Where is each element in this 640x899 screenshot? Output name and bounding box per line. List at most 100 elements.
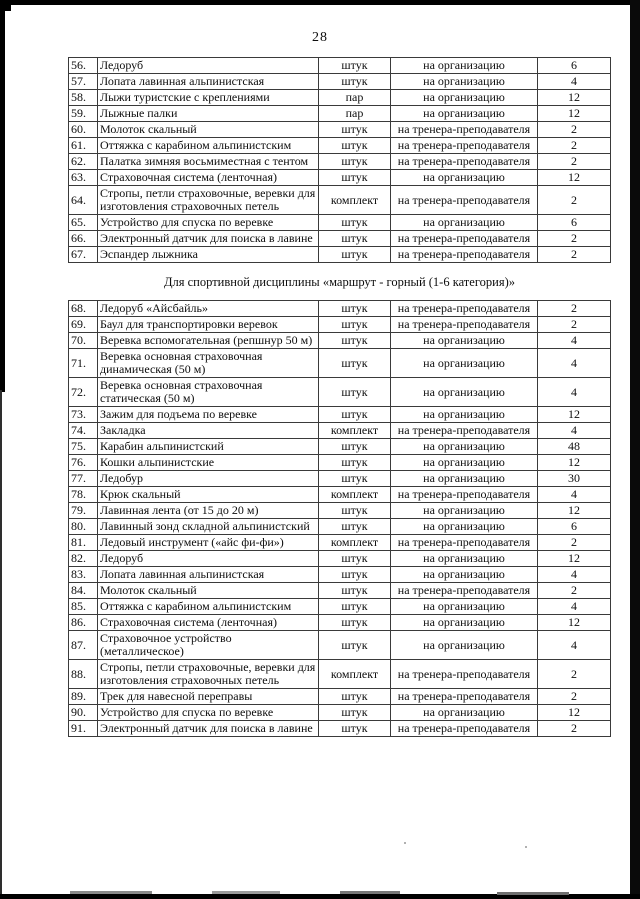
- cell-row-number: 56.: [68, 57, 98, 74]
- cell-allocation: на тренера-преподавателя: [390, 688, 538, 705]
- cell-item-name: Баул для транспортировки веревок: [97, 316, 319, 333]
- cell-row-number: 83.: [68, 566, 98, 583]
- cell-row-number: 68.: [68, 300, 98, 317]
- cell-quantity: 12: [537, 502, 611, 519]
- table-row: 85. Оттяжка с карабином альпинистским штук…: [68, 598, 611, 615]
- cell-row-number: 70.: [68, 332, 98, 349]
- table-row: 80. Лавинный зонд складной альпинистский ш…: [68, 518, 611, 535]
- table-row: 81. Ледовый инструмент («айс фи-фи») компл…: [68, 534, 611, 551]
- table-row: 58. Лыжи туристские с креплениями пар на ор…: [68, 89, 611, 106]
- cell-unit: штук: [318, 121, 391, 138]
- table-row: 61. Оттяжка с карабином альпинистским штук…: [68, 137, 611, 154]
- table-row: 66. Электронный датчик для поиска в лавин…: [68, 230, 611, 247]
- table-row: 63. Страховочная система (ленточная) штук н…: [68, 169, 611, 186]
- cell-row-number: 74.: [68, 422, 98, 439]
- scan-artifact: [525, 846, 527, 848]
- cell-quantity: 12: [537, 550, 611, 567]
- section-title: Для спортивной дисциплины «маршрут - гор…: [164, 275, 515, 289]
- cell-allocation: на тренера-преподавателя: [390, 534, 538, 551]
- cell-unit: штук: [318, 518, 391, 535]
- cell-row-number: 58.: [68, 89, 98, 106]
- cell-allocation: на организацию: [390, 57, 538, 74]
- cell-item-name: Ледобур: [97, 470, 319, 487]
- cell-item-name: Страховочная система (ленточная): [97, 169, 319, 186]
- cell-row-number: 89.: [68, 688, 98, 705]
- cell-allocation: на организацию: [390, 454, 538, 471]
- table-row: 82. Ледоруб штук на организацию 12: [68, 550, 611, 567]
- cell-item-name: Зажим для подъема по веревке: [97, 406, 319, 423]
- scan-edge-left-lower: [0, 390, 2, 899]
- cell-row-number: 85.: [68, 598, 98, 615]
- cell-row-number: 73.: [68, 406, 98, 423]
- cell-unit: штук: [318, 688, 391, 705]
- cell-allocation: на организацию: [390, 406, 538, 423]
- cell-quantity: 2: [537, 137, 611, 154]
- equipment-table-rows-56-67: 56. Ледоруб штук на организацию 6 57. Лопата л…: [68, 57, 611, 263]
- cell-row-number: 66.: [68, 230, 98, 247]
- cell-item-name: Закладка: [97, 422, 319, 439]
- cell-row-number: 91.: [68, 720, 98, 737]
- table-row: 68. Ледоруб «Айсбайль» штук на тренера-преп…: [68, 300, 611, 317]
- cell-unit: штук: [318, 348, 391, 378]
- cell-allocation: на тренера-преподавателя: [390, 230, 538, 247]
- table-row: 75. Карабин альпинистский штук на организац…: [68, 438, 611, 455]
- cell-row-number: 88.: [68, 659, 98, 689]
- cell-quantity: 4: [537, 377, 611, 407]
- cell-item-name: Стропы, петли страховочные, веревки для …: [97, 185, 319, 215]
- cell-allocation: на организацию: [390, 214, 538, 231]
- cell-item-name: Кошки альпинистские: [97, 454, 319, 471]
- table-row: 57. Лопата лавинная альпинистская штук на о…: [68, 73, 611, 90]
- cell-item-name: Молоток скальный: [97, 582, 319, 599]
- cell-unit: штук: [318, 230, 391, 247]
- table-row: 87. Страховочное устройство (металлическо…: [68, 630, 611, 660]
- cell-unit: штук: [318, 137, 391, 154]
- table-row: 91. Электронный датчик для поиска в лавин…: [68, 720, 611, 737]
- cell-unit: штук: [318, 614, 391, 631]
- cell-allocation: на тренера-преподавателя: [390, 246, 538, 263]
- cell-row-number: 67.: [68, 246, 98, 263]
- cell-row-number: 63.: [68, 169, 98, 186]
- cell-row-number: 72.: [68, 377, 98, 407]
- table-row: 72. Веревка основная страховочная статиче…: [68, 377, 611, 407]
- page-number: 28: [312, 30, 328, 45]
- table-row: 71. Веревка основная страховочная динамич…: [68, 348, 611, 378]
- cell-allocation: на организацию: [390, 73, 538, 90]
- cell-quantity: 2: [537, 246, 611, 263]
- cell-row-number: 79.: [68, 502, 98, 519]
- cell-allocation: на организацию: [390, 438, 538, 455]
- table-row: 74. Закладка комплект на тренера-преподават…: [68, 422, 611, 439]
- cell-allocation: на организацию: [390, 377, 538, 407]
- table-row: 88. Стропы, петли страховочные, веревки д…: [68, 659, 611, 689]
- cell-quantity: 4: [537, 348, 611, 378]
- cell-quantity: 4: [537, 73, 611, 90]
- cell-unit: штук: [318, 566, 391, 583]
- cell-unit: штук: [318, 153, 391, 170]
- cell-item-name: Ледоруб «Айсбайль»: [97, 300, 319, 317]
- cell-quantity: 2: [537, 582, 611, 599]
- cell-unit: комплект: [318, 659, 391, 689]
- cell-unit: пар: [318, 105, 391, 122]
- table-row: 62. Палатка зимняя восьмиместная с тентом…: [68, 153, 611, 170]
- table-row: 76. Кошки альпинистские штук на организацию…: [68, 454, 611, 471]
- cell-unit: штук: [318, 454, 391, 471]
- cell-item-name: Оттяжка с карабином альпинистским: [97, 137, 319, 154]
- cell-unit: штук: [318, 73, 391, 90]
- cell-row-number: 90.: [68, 704, 98, 721]
- cell-quantity: 2: [537, 659, 611, 689]
- cell-quantity: 2: [537, 720, 611, 737]
- cell-row-number: 82.: [68, 550, 98, 567]
- cell-row-number: 71.: [68, 348, 98, 378]
- cell-allocation: на тренера-преподавателя: [390, 121, 538, 138]
- cell-unit: штук: [318, 332, 391, 349]
- cell-quantity: 4: [537, 422, 611, 439]
- cell-item-name: Крюк скальный: [97, 486, 319, 503]
- cell-quantity: 6: [537, 214, 611, 231]
- cell-row-number: 76.: [68, 454, 98, 471]
- cell-allocation: на тренера-преподавателя: [390, 659, 538, 689]
- cell-unit: комплект: [318, 422, 391, 439]
- cell-quantity: 12: [537, 89, 611, 106]
- cell-quantity: 12: [537, 169, 611, 186]
- cell-unit: штук: [318, 300, 391, 317]
- cell-quantity: 4: [537, 566, 611, 583]
- cell-item-name: Устройство для спуска по веревке: [97, 704, 319, 721]
